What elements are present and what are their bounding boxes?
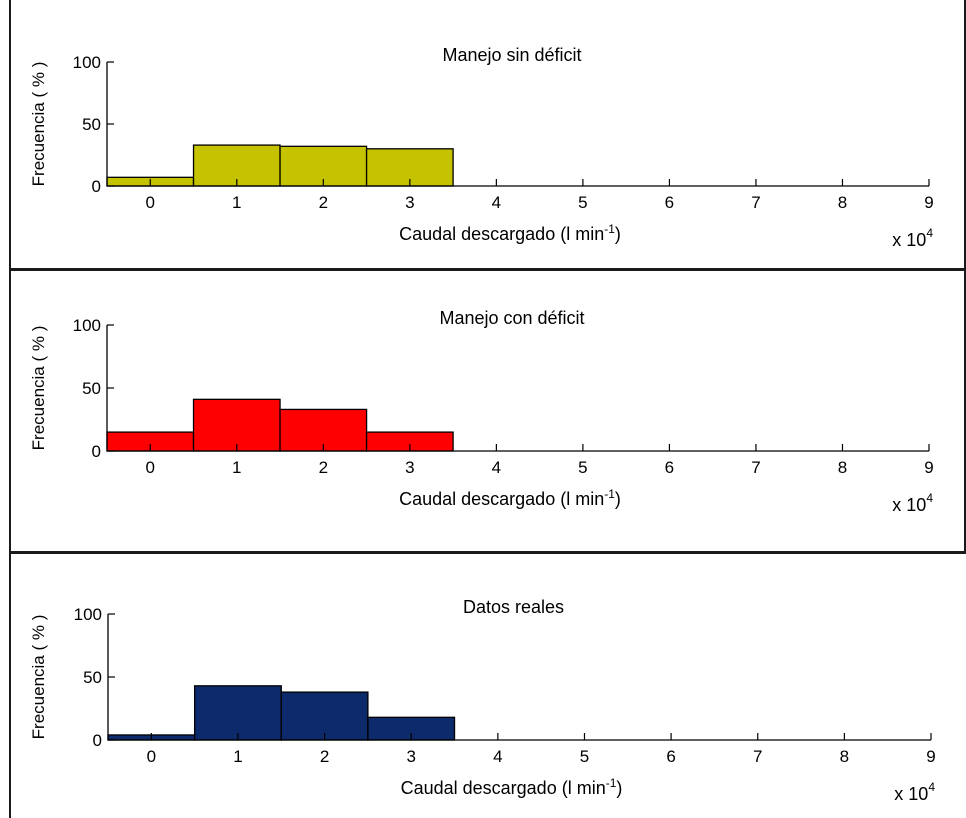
chart-title: Datos reales	[463, 597, 564, 617]
x-tick-label-5: 5	[578, 193, 587, 212]
chart-title: Manejo sin déficit	[442, 45, 581, 65]
x-axis-multiplier: x 104	[894, 780, 935, 804]
x-tick-label-1: 1	[232, 458, 241, 477]
y-tick-label-50: 50	[83, 668, 102, 687]
x-tick-label-7: 7	[751, 193, 760, 212]
x-axis-multiplier-base: x 10	[894, 784, 928, 804]
bar-2	[280, 691, 369, 741]
x-tick-label-2: 2	[319, 458, 328, 477]
y-tick-label-100: 100	[74, 605, 102, 624]
x-axis-label-superscript: -1	[606, 776, 617, 790]
x-axis-label-close: )	[615, 489, 621, 509]
x-tick-label-6: 6	[665, 458, 674, 477]
x-tick-label-4: 4	[492, 193, 501, 212]
histogram-panel-1: 0 50 100 0 1 2 3 4 5 6 7 8 9 Manejo sin déficit Caudal…	[29, 45, 934, 250]
x-axis-label-close: )	[615, 224, 621, 244]
y-tick-label-50: 50	[82, 115, 101, 134]
x-tick-label-8: 8	[838, 458, 847, 477]
x-axis-label-superscript: -1	[604, 487, 615, 501]
histogram-panel-2: 0 50 100 0 1 2 3 4 5 6 7 8 9 Manejo con déficit Caudal…	[29, 308, 934, 515]
x-tick-label-1: 1	[232, 193, 241, 212]
x-tick-label-7: 7	[753, 747, 762, 766]
frame-right-border	[964, 0, 966, 552]
x-axis-multiplier-base: x 10	[892, 495, 926, 515]
x-tick-label-0: 0	[146, 193, 155, 212]
x-axis-multiplier: x 104	[892, 491, 933, 515]
x-tick-label-4: 4	[493, 747, 502, 766]
x-axis-label: Caudal descargado (l min-1)	[401, 776, 623, 798]
x-axis-multiplier: x 104	[892, 226, 933, 250]
y-tick-label-0: 0	[92, 177, 101, 196]
x-tick-label-3: 3	[405, 193, 414, 212]
x-tick-label-8: 8	[838, 193, 847, 212]
x-tick-label-7: 7	[751, 458, 760, 477]
x-axis-label-text: Caudal descargado (l min	[399, 224, 604, 244]
x-tick-label-8: 8	[840, 747, 849, 766]
x-tick-label-9: 9	[926, 747, 935, 766]
x-axis-label-superscript: -1	[604, 222, 615, 236]
x-tick-label-3: 3	[405, 458, 414, 477]
x-tick-label-4: 4	[492, 458, 501, 477]
x-tick-label-2: 2	[319, 193, 328, 212]
bar-1	[192, 398, 281, 452]
x-axis-label: Caudal descargado (l min-1)	[399, 222, 621, 244]
x-tick-label-0: 0	[146, 458, 155, 477]
y-tick-label-100: 100	[73, 316, 101, 335]
x-tick-label-5: 5	[578, 458, 587, 477]
x-tick-label-9: 9	[924, 458, 933, 477]
y-axis-label: Frecuencia ( % )	[29, 615, 48, 740]
y-axis-label: Frecuencia ( % )	[29, 62, 48, 187]
x-axis-label-text: Caudal descargado (l min	[401, 778, 606, 798]
y-tick-label-50: 50	[82, 379, 101, 398]
x-axis-multiplier-base: x 10	[892, 230, 926, 250]
x-axis-label-close: )	[616, 778, 622, 798]
histogram-panel-3: 0 50 100 0 1 2 3 4 5 6 7 8 9 Datos reales Caudal desca…	[29, 597, 936, 804]
y-tick-label-0: 0	[92, 442, 101, 461]
x-axis-label: Caudal descargado (l min-1)	[399, 487, 621, 509]
x-axis-multiplier-exponent: 4	[926, 491, 933, 505]
panel-divider-1	[9, 268, 966, 271]
x-axis-multiplier-exponent: 4	[926, 226, 933, 240]
x-tick-label-1: 1	[233, 747, 242, 766]
y-tick-label-0: 0	[93, 731, 102, 750]
x-axis-label-text: Caudal descargado (l min	[399, 489, 604, 509]
y-axis-label: Frecuencia ( % )	[29, 326, 48, 451]
frame-left-border	[9, 0, 11, 818]
panel-divider-2	[9, 551, 966, 554]
x-tick-label-3: 3	[406, 747, 415, 766]
x-tick-label-0: 0	[147, 747, 156, 766]
x-tick-label-9: 9	[924, 193, 933, 212]
y-tick-label-100: 100	[73, 53, 101, 72]
x-tick-label-6: 6	[665, 193, 674, 212]
bar-1	[193, 685, 282, 741]
x-axis-multiplier-exponent: 4	[928, 780, 935, 794]
x-tick-label-5: 5	[580, 747, 589, 766]
x-tick-label-2: 2	[320, 747, 329, 766]
x-tick-label-6: 6	[666, 747, 675, 766]
chart-title: Manejo con déficit	[439, 308, 584, 328]
